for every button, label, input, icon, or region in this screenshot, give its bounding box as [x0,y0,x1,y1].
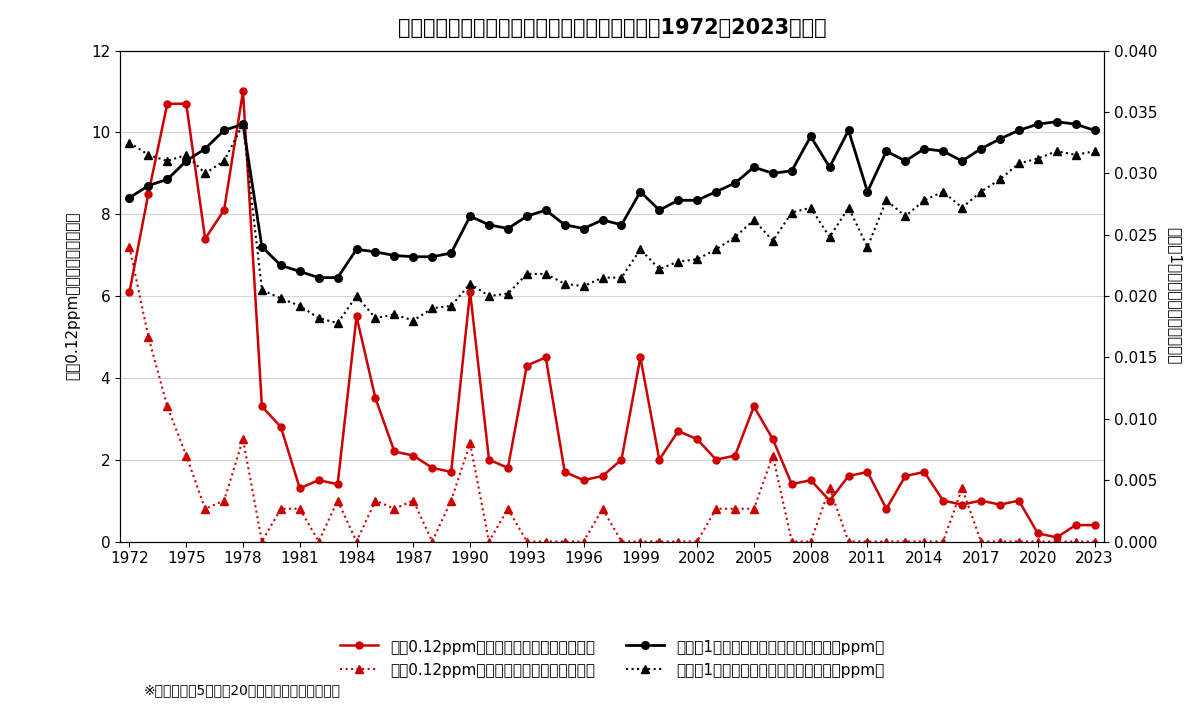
Y-axis label: 昼間の1時間値の年平均（黒線）: 昼間の1時間値の年平均（黒線） [1168,227,1182,365]
Legend: 昭間0.12ppm以上の日数（一般局）（日）, 昭間0.12ppm以上の日数（自排局）（日）, 昭間の1時間値の年平均値（一般局）（ppm）, 昭間の1時間値の: 昭間0.12ppm以上の日数（一般局）（日）, 昭間0.12ppm以上の日数（自… [334,632,890,684]
Y-axis label: 昼間0.12ppm以上の日数（赤線）: 昼間0.12ppm以上の日数（赤線） [65,212,80,380]
Title: 大阪府内における光化学オキシダントの推移（1972〜2023年度）: 大阪府内における光化学オキシダントの推移（1972〜2023年度） [397,18,827,38]
Text: ※昭間とは、5時か刄20時までの時間帯をいう。: ※昭間とは、5時か刄20時までの時間帯をいう。 [144,683,341,697]
